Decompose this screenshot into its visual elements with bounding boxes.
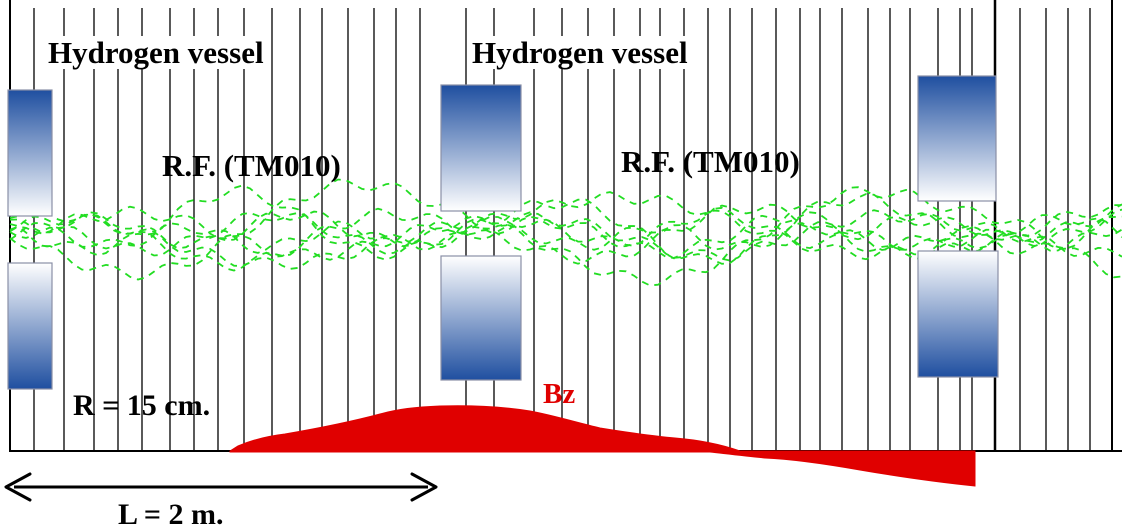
beam-trajectory-2 [9, 203, 1122, 272]
rf-mode-label-1: R.F. (TM010) [162, 148, 341, 183]
rf-cavity-irises [33, 8, 1091, 451]
coil-2-lower [440, 255, 522, 381]
beam-trajectories [9, 178, 1122, 287]
beam-trajectory-6 [9, 220, 1122, 254]
beam-trajectory-1 [9, 184, 1122, 265]
hydrogen-vessel-label-2: Hydrogen vessel [468, 36, 692, 69]
coil-2-upper [440, 84, 522, 212]
length-label: L = 2 m. [118, 498, 224, 531]
coil-3-lower [917, 250, 999, 378]
radius-label: R = 15 cm. [73, 389, 211, 422]
beam-trajectory-4 [9, 211, 1122, 260]
bz-field-profile [229, 405, 976, 487]
beam-trajectory-3 [9, 178, 1122, 287]
rf-mode-label-2: R.F. (TM010) [621, 144, 800, 179]
bz-label: Bz [543, 378, 576, 410]
length-arrow [4, 472, 438, 502]
coil-1-upper [7, 89, 53, 217]
coil-1-lower [7, 262, 53, 390]
coil-3-upper [917, 75, 997, 202]
beam-trajectory-5 [9, 206, 1122, 250]
beam-trajectory-7 [9, 205, 1122, 262]
beam-trajectory-8 [9, 191, 1122, 270]
hydrogen-vessel-label-1: Hydrogen vessel [44, 36, 268, 69]
